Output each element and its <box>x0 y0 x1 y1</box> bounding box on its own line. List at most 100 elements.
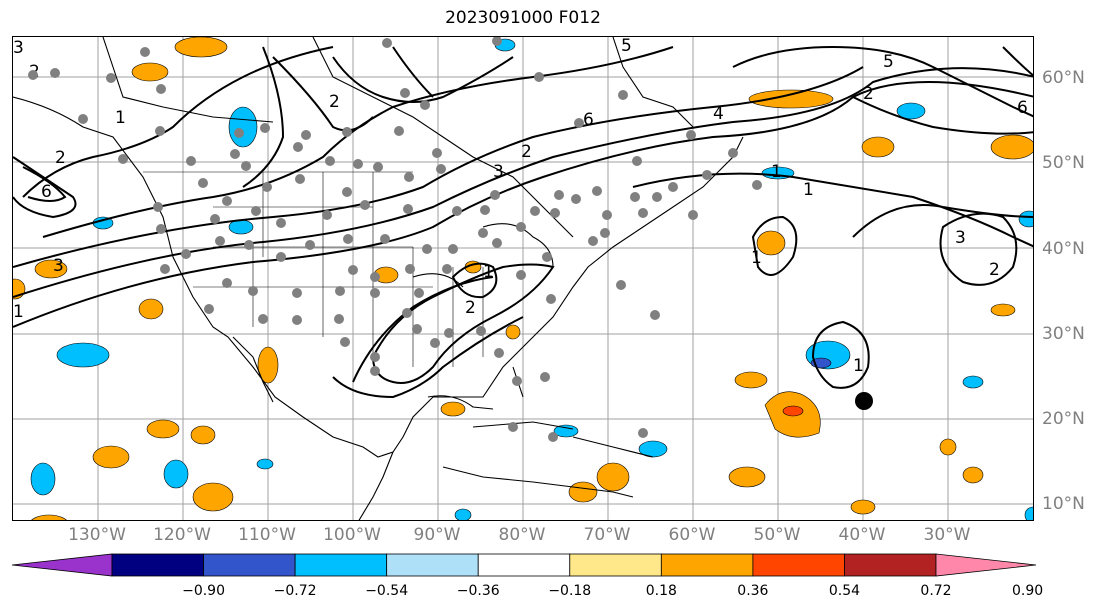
contour-label: 2 <box>55 148 66 168</box>
positive-patch <box>990 303 1016 317</box>
colorbar <box>11 553 1037 577</box>
storm-center-marker <box>855 392 873 410</box>
strong-positive-patch <box>782 405 804 417</box>
lat-label: 40°N <box>1042 239 1085 259</box>
positive-patch <box>568 481 598 503</box>
contour-label: 2 <box>465 298 476 318</box>
contour-label: 1 <box>803 180 814 200</box>
colorbar-cell <box>660 553 754 577</box>
contour-label: 5 <box>621 37 632 56</box>
positive-patch <box>505 324 521 340</box>
positive-patch <box>748 89 834 109</box>
contour-label: 1 <box>853 356 864 376</box>
state-borders <box>143 171 484 367</box>
lon-label: 110°W <box>238 525 296 545</box>
contour-label: 6 <box>41 182 52 202</box>
lon-label: 120°W <box>153 525 211 545</box>
contour-labels: 3 2 1 2 6 3 1 2 4 5 6 5 3 2 1 1 1 2 3 6 … <box>13 37 1028 376</box>
map-title: 2023091000 F012 <box>445 8 601 28</box>
negative-patch <box>896 102 926 120</box>
contour-label: 1 <box>771 162 782 182</box>
colorbar-tick-label: −0.72 <box>273 583 317 599</box>
lon-label: 40°W <box>838 525 886 545</box>
colorbar-tick-label: 0.36 <box>737 583 769 599</box>
positive-patch <box>31 514 67 520</box>
contour-label: 3 <box>13 38 24 58</box>
positive-patch <box>138 298 164 320</box>
contour-label: 6 <box>1017 98 1028 118</box>
contour-label: 3 <box>955 228 966 248</box>
colorbar-tick-label: −0.36 <box>456 583 500 599</box>
contour-label: 1 <box>13 302 24 322</box>
lat-label: 60°N <box>1042 68 1085 88</box>
colorbar-tick-label: −0.90 <box>182 583 225 599</box>
negative-patch <box>163 459 189 489</box>
negative-patch <box>962 375 984 389</box>
negative-patch <box>30 462 56 496</box>
contour-label: 1 <box>115 108 126 128</box>
positive-patch <box>192 482 234 512</box>
lon-label: 100°W <box>323 525 381 545</box>
positive-patch <box>861 136 895 158</box>
colorbar-tick-label: −0.54 <box>365 583 409 599</box>
lon-label: 80°W <box>498 525 546 545</box>
negative-patch <box>1018 210 1033 228</box>
colorbar-cell <box>844 553 937 577</box>
positive-patch <box>146 419 180 439</box>
contour-label: 2 <box>329 92 340 112</box>
lon-label: 60°W <box>668 525 716 545</box>
map-panel: 3 2 1 2 6 3 1 2 4 5 6 5 3 2 1 1 1 2 3 6 … <box>12 36 1034 521</box>
lon-label: 70°W <box>583 525 631 545</box>
positive-patch <box>174 37 228 58</box>
colorbar-cell <box>386 553 479 577</box>
contour-label: 5 <box>883 52 894 72</box>
colorbar-cell <box>294 553 388 577</box>
contour-label: 6 <box>583 110 594 130</box>
colorbar-cell <box>752 553 845 577</box>
anomaly-patches <box>13 37 1033 520</box>
positive-patch <box>756 230 786 256</box>
negative-patch <box>1024 506 1033 520</box>
positive-patch <box>850 499 876 515</box>
positive-patch <box>939 438 957 456</box>
negative-patch <box>228 106 258 148</box>
positive-patch <box>34 259 68 279</box>
lon-label: 130°W <box>68 525 126 545</box>
positive-patch <box>131 62 169 82</box>
contour-label: 4 <box>713 104 724 124</box>
lat-label: 10°N <box>1042 494 1085 514</box>
colorbar-cell <box>569 553 662 577</box>
positive-patch <box>596 462 630 492</box>
coastlines <box>13 37 744 520</box>
negative-patch <box>553 424 579 438</box>
station-dots <box>28 37 762 442</box>
positive-patch <box>190 425 216 445</box>
positive-patch <box>92 445 130 469</box>
negative-patch <box>454 508 472 520</box>
contour-label: 1 <box>751 248 762 268</box>
colorbar-tick-label: 0.72 <box>920 583 952 599</box>
negative-patch <box>56 342 110 368</box>
colorbar-tick-label: −0.18 <box>548 583 592 599</box>
contour-label: 1 <box>483 262 494 282</box>
contour-label: 3 <box>53 256 64 276</box>
graticule <box>13 37 1033 520</box>
contour-label: 3 <box>493 162 504 182</box>
positive-patch <box>962 466 984 484</box>
positive-patch <box>734 371 768 389</box>
lat-label: 50°N <box>1042 153 1085 173</box>
colorbar-extend-right <box>935 553 1037 577</box>
positive-patch <box>990 134 1033 160</box>
contour-label: 2 <box>863 84 874 104</box>
lat-label: 30°N <box>1042 324 1085 344</box>
lat-label: 20°N <box>1042 409 1085 429</box>
positive-patch <box>257 346 279 384</box>
height-contours <box>13 45 1033 399</box>
lon-label: 30°W <box>923 525 971 545</box>
negative-patch <box>256 458 274 470</box>
lon-label: 90°W <box>413 525 461 545</box>
colorbar-cell <box>203 553 296 577</box>
positive-patch <box>440 401 466 417</box>
map-canvas: 3 2 1 2 6 3 1 2 4 5 6 5 3 2 1 1 1 2 3 6 … <box>13 37 1033 520</box>
colorbar-cell <box>477 553 571 577</box>
